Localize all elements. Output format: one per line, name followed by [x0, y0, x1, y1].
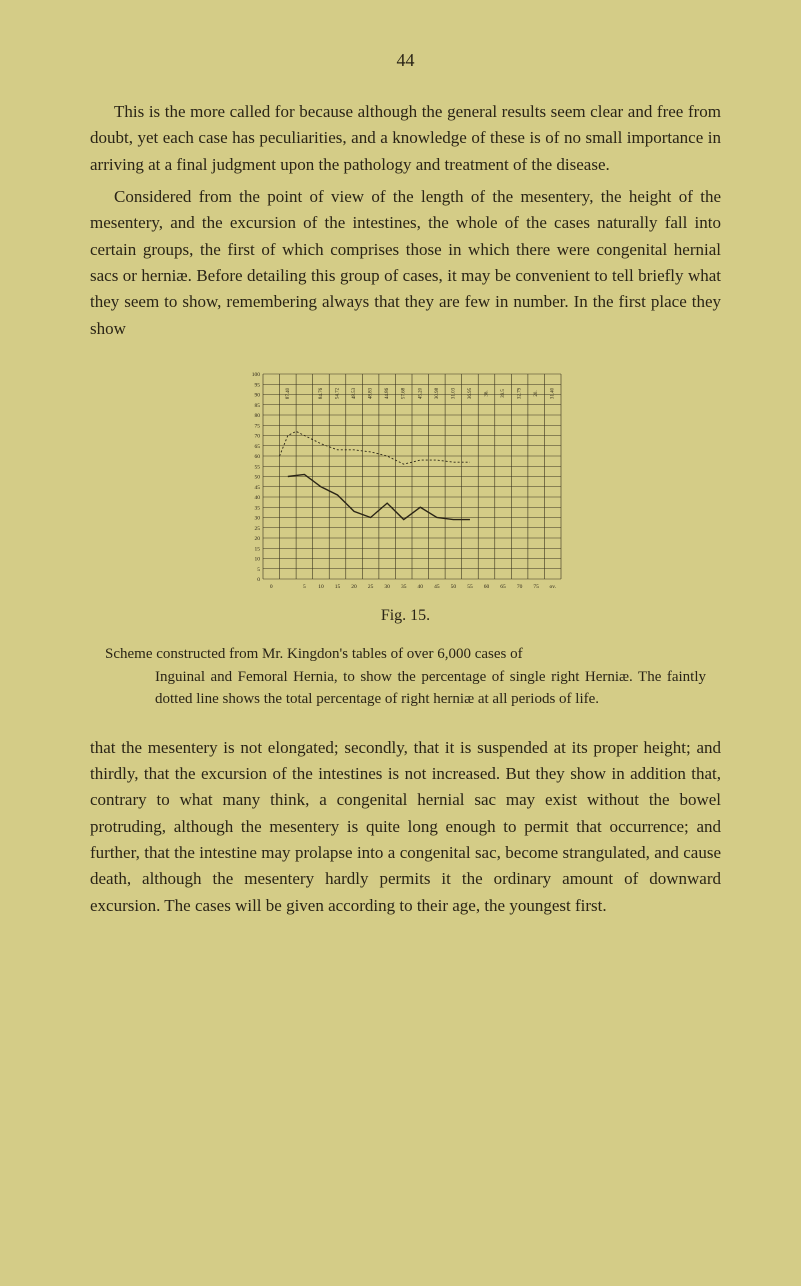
line-chart: 0510152025303540455055606570758085909510… [241, 364, 571, 599]
svg-text:57.68: 57.68 [401, 387, 406, 399]
svg-text:60: 60 [254, 454, 260, 460]
figure-caption: Scheme constructed from Mr. Kingdon's ta… [90, 643, 721, 711]
svg-text:45: 45 [254, 485, 260, 491]
svg-text:48.83: 48.83 [368, 387, 373, 399]
svg-text:60: 60 [483, 584, 489, 590]
chart-container: 0510152025303540455055606570758085909510… [90, 364, 721, 599]
svg-text:95: 95 [254, 382, 260, 388]
svg-text:85: 85 [254, 403, 260, 409]
svg-text:65: 65 [254, 444, 260, 450]
svg-text:5: 5 [257, 567, 260, 573]
figure-label: Fig. 15. [90, 607, 721, 625]
svg-text:45.20: 45.20 [418, 387, 423, 399]
svg-text:0: 0 [269, 584, 272, 590]
svg-text:0: 0 [257, 577, 260, 583]
svg-text:20: 20 [254, 536, 260, 542]
paragraph-3: that the mesentery is not elongated; sec… [90, 735, 721, 919]
svg-text:65: 65 [500, 584, 506, 590]
svg-text:35: 35 [254, 505, 260, 511]
svg-text:32.79: 32.79 [517, 387, 522, 399]
page-number: 44 [90, 50, 721, 71]
svg-text:48.53: 48.53 [352, 387, 357, 399]
caption-line-1: Scheme constructed from Mr. Kingdon's ta… [105, 646, 523, 662]
svg-text:75: 75 [254, 423, 260, 429]
svg-text:75: 75 [533, 584, 539, 590]
svg-text:30.98: 30.98 [434, 387, 439, 399]
svg-text:20: 20 [351, 584, 357, 590]
caption-line-2: Inguinal and Femoral Hernia, to show the… [105, 666, 706, 711]
svg-text:55: 55 [254, 464, 260, 470]
svg-text:15: 15 [254, 546, 260, 552]
svg-text:36.95: 36.95 [467, 387, 472, 399]
svg-text:50: 50 [450, 584, 456, 590]
svg-text:31.40: 31.40 [550, 387, 555, 399]
svg-text:20.: 20. [534, 390, 539, 396]
svg-text:40: 40 [254, 495, 260, 501]
svg-text:10: 10 [254, 557, 260, 563]
svg-text:44.86: 44.86 [385, 387, 390, 399]
svg-text:90: 90 [254, 393, 260, 399]
svg-text:25: 25 [254, 526, 260, 532]
svg-text:35: 35 [400, 584, 406, 590]
svg-text:31.03: 31.03 [451, 387, 456, 399]
svg-text:30: 30 [384, 584, 390, 590]
svg-text:25: 25 [367, 584, 373, 590]
svg-text:70: 70 [516, 584, 522, 590]
svg-text:45: 45 [434, 584, 440, 590]
svg-text:70: 70 [254, 434, 260, 440]
svg-text:5: 5 [303, 584, 306, 590]
svg-text:80: 80 [254, 413, 260, 419]
svg-text:55: 55 [467, 584, 473, 590]
svg-text:87.40: 87.40 [285, 387, 290, 399]
svg-text:40: 40 [417, 584, 423, 590]
svg-text:30: 30 [254, 516, 260, 522]
svg-text:54.72: 54.72 [335, 387, 340, 399]
svg-text:39.5: 39.5 [501, 389, 506, 398]
paragraph-2: Considered from the point of view of the… [90, 184, 721, 342]
svg-text:ov.: ov. [549, 584, 556, 590]
svg-text:15: 15 [334, 584, 340, 590]
svg-text:84.76: 84.76 [318, 387, 323, 399]
svg-text:100: 100 [251, 372, 260, 378]
svg-text:10: 10 [318, 584, 324, 590]
svg-text:36.: 36. [484, 390, 489, 396]
svg-text:50: 50 [254, 475, 260, 481]
paragraph-1: This is the more called for because alth… [90, 99, 721, 178]
